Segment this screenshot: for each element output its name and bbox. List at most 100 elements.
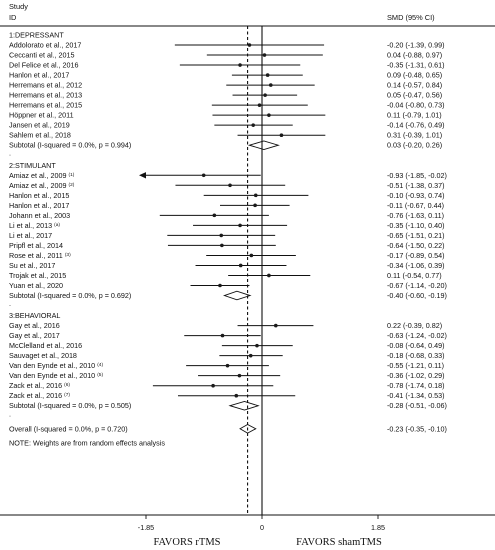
x-axis: -1.85 0 1.85 — [138, 515, 385, 532]
study-point — [253, 203, 257, 208]
group-separator-dot: . — [9, 409, 11, 418]
study-point — [262, 53, 267, 57]
study-point — [238, 263, 243, 268]
study-estimate: -0.34 (-1.06, 0.39) — [387, 261, 445, 270]
study-label: Trojak et al., 2015 — [9, 271, 66, 280]
study-point — [267, 273, 271, 278]
study-point — [228, 183, 232, 188]
study-label: Ceccanti et al., 2015 — [9, 51, 75, 60]
study-estimate: 0.31 (-0.39, 1.01) — [387, 131, 442, 140]
study-label: Su et al., 2017 — [9, 261, 55, 270]
study-point — [268, 83, 273, 87]
study-estimate: -0.35 (-1.31, 0.61) — [387, 61, 445, 70]
weights-note: NOTE: Weights are from random effects an… — [9, 438, 165, 447]
study-label: Herremans et al., 2012 — [9, 81, 82, 90]
study-estimate: -0.10 (-0.93, 0.74) — [387, 191, 445, 200]
study-point — [273, 323, 278, 328]
study-footnote-marker: (7) — [64, 392, 70, 398]
header-study: Study — [9, 2, 28, 11]
group-heading: 3:BEHAVIORAL — [9, 311, 60, 320]
study-point — [237, 373, 242, 378]
study-point — [212, 213, 217, 218]
study-label: Yuan et al., 2020 — [9, 281, 63, 290]
study-label: Zack et al., 2016 (6) — [9, 381, 70, 390]
study-point — [251, 123, 256, 127]
study-point — [225, 363, 230, 368]
study-point — [267, 113, 271, 117]
x-label-right: FAVORS shamTMS — [296, 537, 382, 548]
study-estimate: -0.08 (-0.64, 0.49) — [387, 341, 445, 350]
study-estimate: -0.18 (-0.68, 0.33) — [387, 351, 445, 360]
study-label: Hanlon et al., 2015 — [9, 191, 69, 200]
overall-label: Overall (I-squared = 0.0%, p = 0.720) — [9, 424, 128, 433]
study-estimate: 0.05 (-0.47, 0.56) — [387, 91, 442, 100]
study-estimate: 0.11 (-0.79, 1.01) — [387, 111, 442, 120]
subtotal-estimate: -0.28 (-0.51, -0.06) — [387, 401, 447, 410]
study-estimate: 0.09 (-0.48, 0.65) — [387, 71, 442, 80]
study-point — [263, 93, 267, 97]
subtotal-label: Subtotal (I-squared = 0.0%, p = 0.692) — [9, 291, 131, 300]
study-label: Gay et al., 2016 — [9, 321, 60, 330]
study-estimate: -0.63 (-1.24, -0.02) — [387, 331, 447, 340]
subtotal-label: Subtotal (I-squared = 0.0%, p = 0.505) — [9, 401, 131, 410]
study-label: Hanlon et al., 2017 — [9, 71, 69, 80]
study-label: Li et al., 2017 — [9, 231, 52, 240]
study-estimate: -0.51 (-1.38, 0.37) — [387, 181, 445, 190]
study-footnote-marker: (a) — [54, 222, 60, 228]
study-point — [234, 393, 239, 398]
study-label: Van den Eynde et al., 2010 (5) — [9, 371, 103, 380]
study-footnote-marker: (6) — [64, 382, 70, 388]
subtotal-diamond — [222, 290, 252, 301]
header-id: ID — [9, 13, 16, 22]
study-label: Del Felice et al., 2016 — [9, 61, 79, 70]
study-estimate: -0.04 (-0.80, 0.73) — [387, 101, 445, 110]
overall-estimate: -0.23 (-0.35, -0.10) — [387, 424, 447, 433]
subtotal-estimate: 0.03 (-0.20, 0.26) — [387, 141, 442, 150]
study-estimate: -0.17 (-0.89, 0.54) — [387, 251, 445, 260]
group-heading: 1:DEPRESSANT — [9, 31, 64, 40]
study-label: Hanlon et al., 2017 — [9, 201, 69, 210]
study-point — [219, 233, 224, 238]
study-estimate: 0.04 (-0.88, 0.97) — [387, 51, 442, 60]
study-footnote-marker: (2) — [69, 182, 75, 188]
study-label: Zack et al., 2016 (7) — [9, 391, 70, 400]
subtotal-estimate: -0.40 (-0.60, -0.19) — [387, 291, 447, 300]
study-point — [238, 223, 242, 228]
study-ci-arrow — [139, 172, 146, 179]
x-tick-label: 1.85 — [371, 523, 385, 532]
study-point — [220, 333, 225, 338]
subtotal-diamond — [247, 140, 280, 150]
study-point — [211, 383, 215, 388]
study-estimate: -0.78 (-1.74, 0.18) — [387, 381, 445, 390]
group-heading: 2:STIMULANT — [9, 161, 56, 170]
study-footnote-marker: (3) — [65, 252, 71, 258]
study-label: Pripfl et al., 2014 — [9, 241, 63, 250]
study-label: Rose et al., 2011 (3) — [9, 251, 71, 260]
study-point — [220, 243, 224, 248]
study-label: Herremans et al., 2015 — [9, 101, 82, 110]
study-estimate: -0.41 (-1.34, 0.53) — [387, 391, 445, 400]
study-label: Amiaz et al., 2009 (1) — [9, 171, 75, 180]
header-effect: SMD (95% CI) — [387, 13, 435, 22]
study-label: Jansen et al., 2019 — [9, 121, 70, 130]
study-estimate: -0.67 (-1.14, -0.20) — [387, 281, 447, 290]
study-point — [279, 133, 284, 137]
study-estimate: -0.55 (-1.21, 0.11) — [387, 361, 444, 370]
study-estimate: -0.76 (-1.63, 0.11) — [387, 211, 444, 220]
x-label-left: FAVORS rTMS — [153, 537, 220, 548]
study-estimate: 0.22 (-0.39, 0.82) — [387, 321, 442, 330]
group-separator-dot: . — [9, 299, 11, 308]
study-label: Herremans et al., 2013 — [9, 91, 82, 100]
study-point — [247, 43, 252, 47]
study-estimate: -0.64 (-1.50, 0.22) — [387, 241, 445, 250]
study-point — [257, 103, 262, 107]
study-estimate: -0.35 (-1.10, 0.40) — [387, 221, 445, 230]
study-label: Gay et al., 2017 — [9, 331, 60, 340]
study-label: Van den Eynde et al., 2010 (4) — [9, 361, 103, 370]
study-point — [248, 353, 253, 358]
study-label: Johann et al., 2003 — [9, 211, 70, 220]
study-estimate: 0.11 (-0.54, 0.77) — [387, 271, 442, 280]
study-point — [255, 343, 259, 348]
